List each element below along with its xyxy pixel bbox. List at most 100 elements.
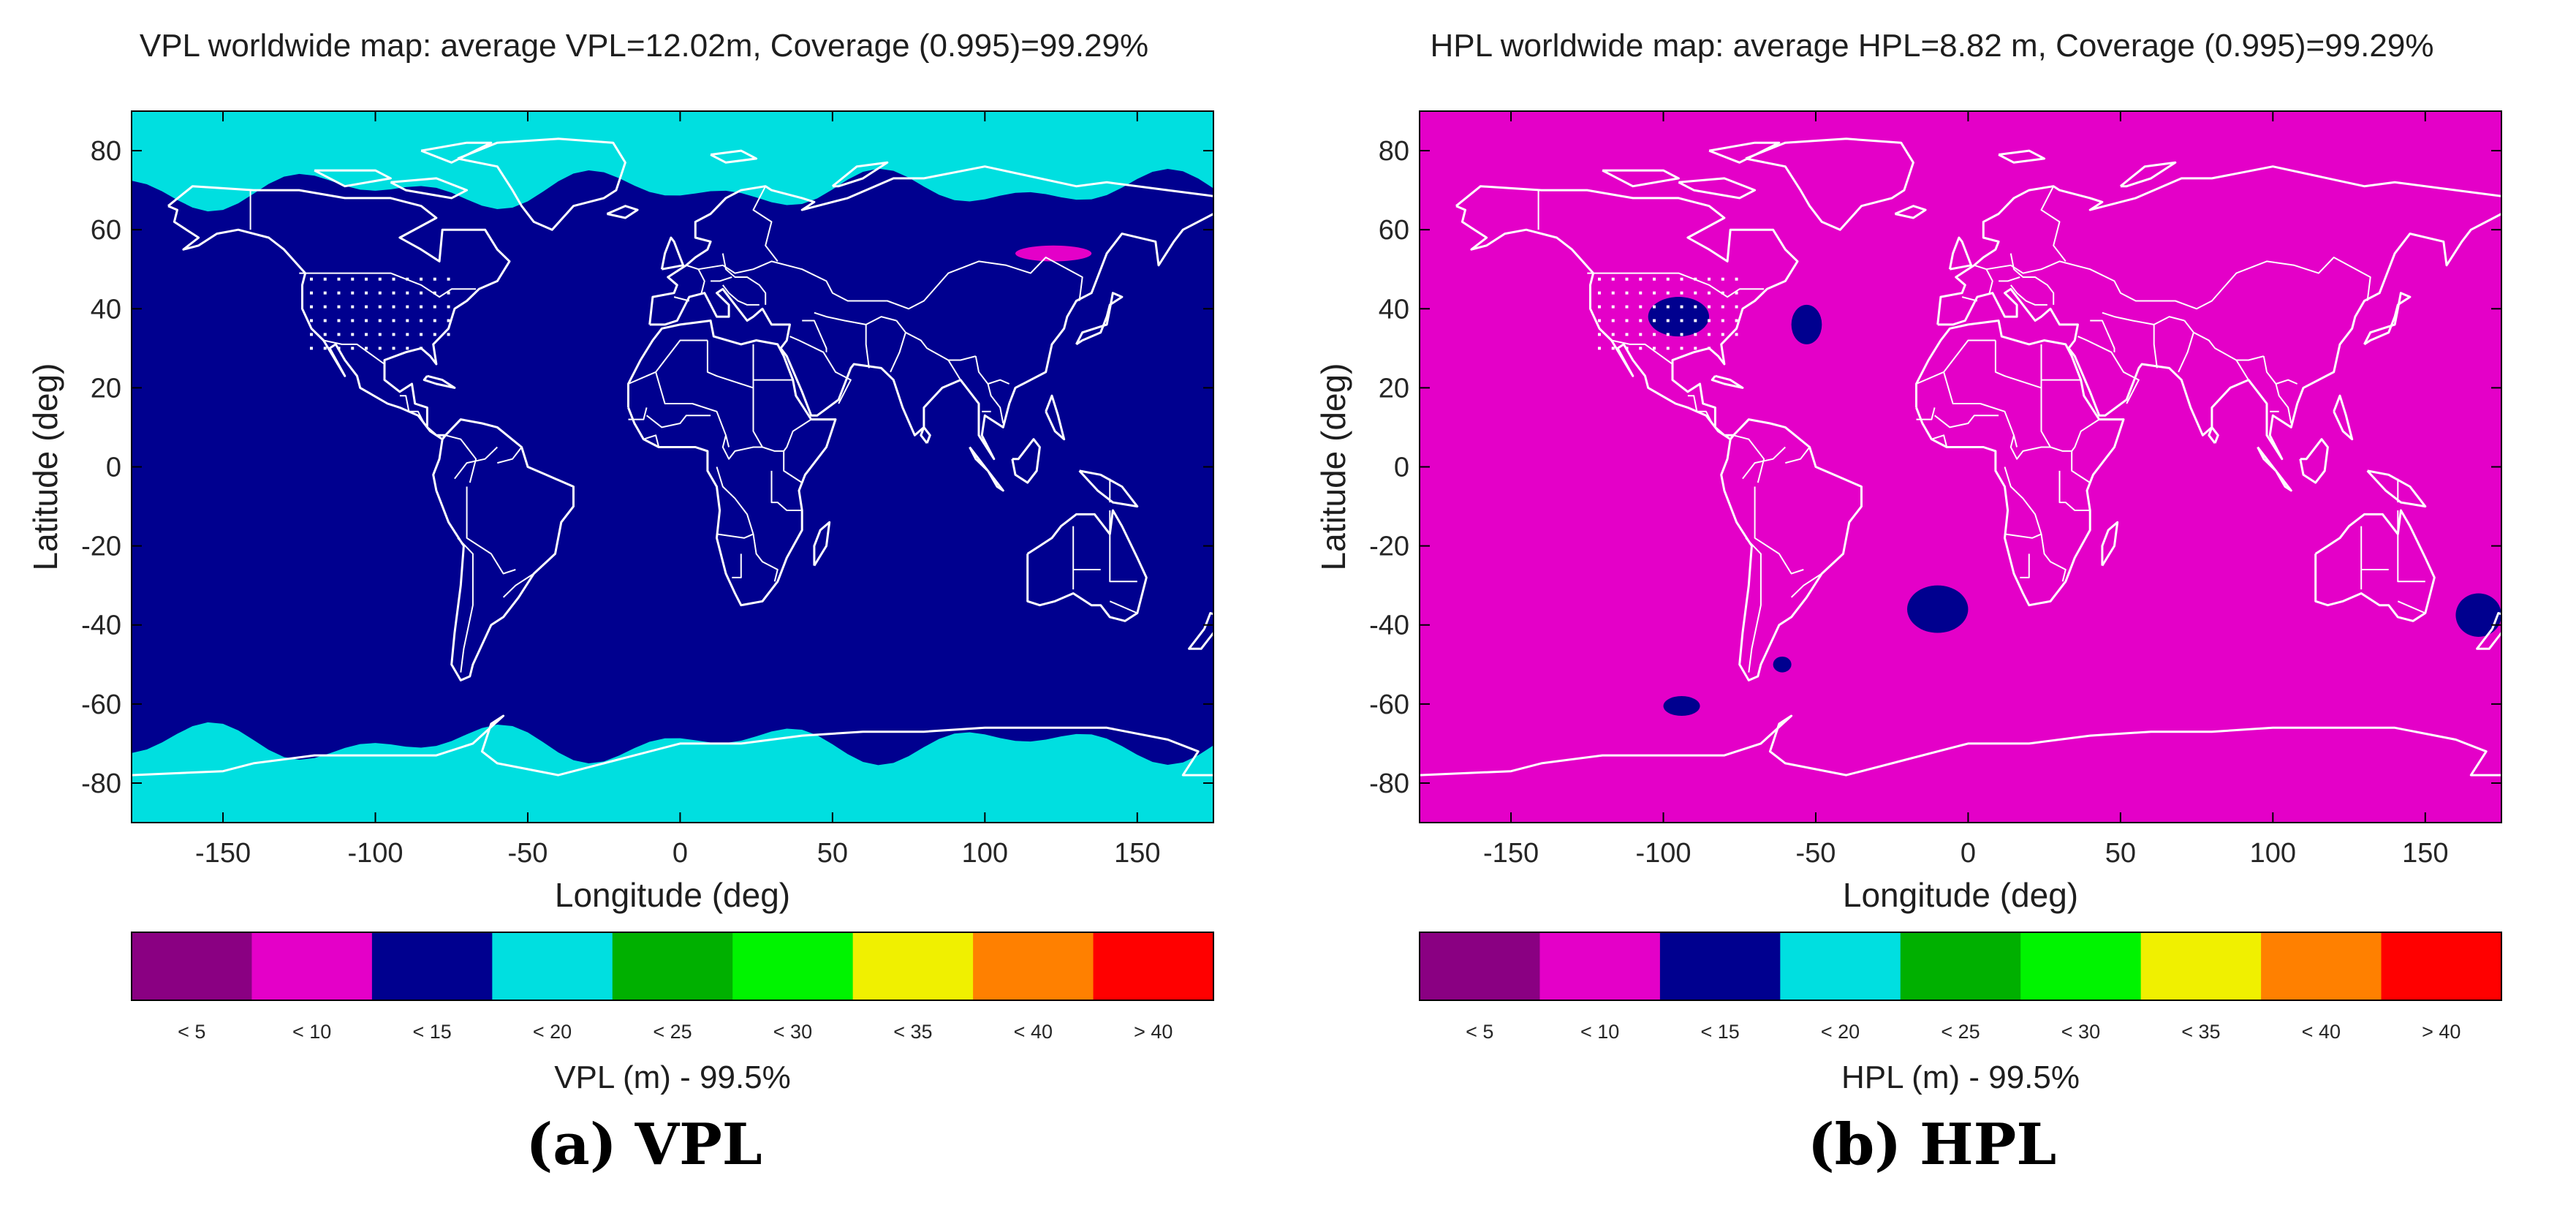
border-17 (2102, 311, 2185, 325)
region-5 (1773, 656, 1792, 673)
border-37 (2020, 554, 2030, 578)
y-tick-label: 20 (1379, 373, 1409, 404)
colorbar-class-label: < 15 (1700, 1021, 1739, 1043)
colorbar-class-label: < 20 (1821, 1021, 1860, 1043)
colorbar-swatch (2381, 932, 2502, 1000)
colorbar-class-label: < 40 (2302, 1021, 2341, 1043)
border-21 (890, 320, 906, 373)
figure-caption: (b) HPL (1288, 1111, 2576, 1178)
coastline-20 (420, 141, 493, 164)
coastline-21 (831, 161, 889, 188)
border-16 (711, 276, 732, 282)
border-19 (2077, 336, 2140, 404)
coastline-8 (2363, 292, 2412, 346)
border-1 (323, 339, 385, 365)
coastline-1 (432, 418, 575, 681)
y-tick-label: -80 (81, 768, 121, 799)
y-tick-label: 0 (106, 453, 121, 483)
us-state-marks (1597, 277, 1738, 350)
border-28 (1943, 371, 2018, 447)
border-12 (698, 257, 1083, 310)
x-tick-label: 100 (2250, 838, 2296, 869)
border-15 (722, 284, 759, 306)
y-tick-label: 40 (1379, 294, 1409, 325)
coastline-16 (2333, 394, 2354, 441)
coastline-19 (314, 169, 392, 188)
colorbar-class-label: < 30 (2061, 1021, 2100, 1043)
border-43 (2397, 510, 2425, 583)
x-tick-label: -150 (195, 838, 251, 869)
border-23 (2235, 359, 2249, 381)
border-11 (673, 296, 690, 302)
colorbar-class-label: < 15 (412, 1021, 451, 1043)
region-4 (1663, 696, 1700, 717)
border-29 (706, 340, 754, 389)
coastline-7 (660, 236, 685, 271)
colorbar-frame (131, 932, 1214, 1001)
coastline-8 (1075, 292, 1124, 346)
border-13 (2040, 186, 2067, 262)
colorbar-swatch (1900, 932, 2021, 1000)
y-tick-label: 20 (91, 373, 121, 404)
y-tick-label: -80 (1369, 768, 1409, 799)
border-33 (2004, 466, 2042, 539)
border-16 (1999, 276, 2020, 282)
x-tick-label: 150 (1114, 838, 1160, 869)
x-tick-label: -50 (508, 838, 548, 869)
x-tick-label: 0 (673, 838, 688, 869)
coastlines (1420, 137, 2501, 777)
border-35 (2071, 450, 2091, 483)
coastline-11 (1078, 469, 1139, 508)
panel-vpl: VPL worldwide map: average VPL=12.02m, C… (26, 28, 1214, 1178)
border-40 (1916, 407, 1936, 420)
colorbar-class-label: < 25 (1941, 1021, 1980, 1043)
border-13 (752, 186, 779, 262)
border-8 (445, 434, 477, 483)
coastline-14 (1711, 374, 1744, 389)
coastline-10 (1011, 438, 1041, 484)
coastline-12 (813, 521, 831, 567)
border-35 (783, 450, 803, 483)
border-12 (1986, 257, 2371, 310)
coastline-22 (1998, 149, 2046, 164)
y-tick-label: -20 (1369, 532, 1409, 562)
border-32 (2009, 435, 2050, 460)
x-tick-label: 50 (817, 838, 848, 869)
colorbar-swatch (852, 932, 974, 1000)
hpl-map-figure: -150 -100 -50 0 50 100 150 80 60 40 20 0 -20 -40 -60 -8… (1314, 110, 2502, 1095)
value-regions (132, 111, 1213, 823)
border-0 (299, 272, 477, 298)
y-tick-label: 80 (91, 136, 121, 167)
region-0 (132, 111, 1213, 212)
map-background (1420, 111, 2501, 823)
border-25 (987, 383, 1004, 424)
colorbar-swatch (492, 932, 613, 1000)
border-17 (814, 311, 897, 325)
y-tick-label: 40 (91, 294, 121, 325)
coastline-11 (2366, 469, 2427, 508)
border-44 (2397, 600, 2426, 614)
colorbar-class-label: < 35 (2181, 1021, 2220, 1043)
colorbar-class-label: < 20 (533, 1021, 572, 1043)
colorbar-class-label: > 40 (2422, 1021, 2461, 1043)
border-19 (789, 336, 852, 404)
x-tick-label: 0 (1961, 838, 1976, 869)
y-axis-label: Latitude (deg) (1314, 363, 1352, 571)
x-tick-label: 50 (2105, 838, 2136, 869)
colorbar-swatch (612, 932, 733, 1000)
border-20 (865, 324, 870, 369)
y-axis-label: Latitude (deg) (26, 363, 64, 571)
y-tick-label: 0 (1394, 453, 1409, 483)
caption-text: HPL (1919, 1111, 2057, 1178)
y-tick-label: -40 (1369, 611, 1409, 641)
border-34 (2058, 470, 2091, 511)
coastline-4 (627, 320, 837, 607)
border-8 (1733, 434, 1765, 483)
region-1 (1791, 304, 1822, 344)
colorbar-swatch (251, 932, 373, 1000)
border-0 (1587, 272, 1765, 298)
border-18 (2090, 320, 2115, 352)
colorbar-swatch (1539, 932, 1661, 1000)
coastline-10 (2299, 438, 2329, 484)
coastline-18 (390, 177, 469, 200)
